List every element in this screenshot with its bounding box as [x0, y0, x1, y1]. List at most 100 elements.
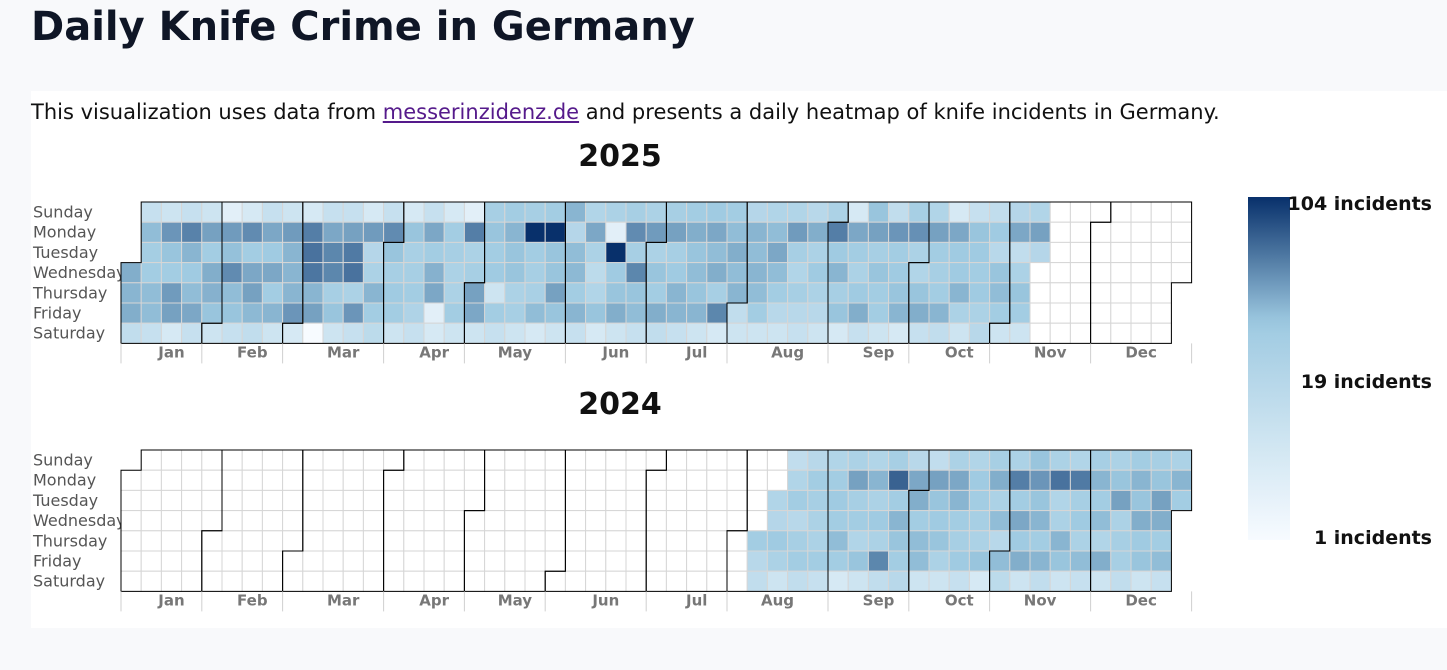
heatmap-cell: [1029, 241, 1051, 264]
heatmap-cell: [686, 449, 708, 471]
heatmap-cell: [665, 282, 688, 304]
heatmap-cell: [322, 221, 344, 243]
heatmap-cell: [302, 510, 324, 532]
heatmap-cell: [1150, 449, 1172, 471]
heatmap-cell: [423, 449, 445, 471]
source-link[interactable]: messerinzidenz.de: [382, 100, 580, 124]
heatmap-cell: [1150, 282, 1172, 304]
heatmap-cell: [1049, 302, 1071, 324]
heatmap-cell: [524, 550, 546, 572]
heatmap-cell: [625, 530, 647, 552]
heatmap-cell: [484, 221, 506, 243]
heatmap-cell: [221, 510, 243, 532]
heatmap-cell: [342, 201, 364, 223]
heatmap-cell: [908, 570, 930, 592]
heatmap-cell: [1029, 550, 1051, 572]
heatmap-cell: [686, 262, 708, 284]
heatmap-cell: [585, 489, 607, 512]
heatmap-cell: [484, 510, 506, 532]
heatmap-cell: [302, 201, 324, 223]
heatmap-cell: [867, 570, 890, 592]
heatmap-cell: [241, 489, 263, 512]
month-border: [726, 449, 829, 592]
heatmap-cell: [847, 550, 869, 572]
heatmap-cell: [1069, 201, 1092, 223]
heatmap-cell: [241, 201, 263, 223]
heatmap-cell: [1090, 302, 1112, 324]
day-label: Tuesday: [32, 243, 98, 262]
heatmap-cell: [726, 221, 748, 243]
heatmap-cell: [1009, 530, 1031, 552]
heatmap-cell: [888, 241, 910, 264]
heatmap-cell: [564, 322, 587, 344]
heatmap-cell: [342, 550, 364, 572]
heatmap-cell: [282, 489, 304, 512]
heatmap-cell: [484, 570, 506, 592]
heatmap-cell: [908, 449, 930, 471]
heatmap-cell: [241, 322, 263, 344]
heatmap-cell: [888, 282, 910, 304]
heatmap-cell: [665, 469, 688, 491]
day-label: Monday: [33, 223, 96, 242]
heatmap-cell: [1130, 241, 1152, 264]
heatmap-cell: [282, 510, 304, 532]
day-label: Friday: [33, 552, 82, 571]
heatmap-cell: [867, 449, 890, 471]
heatmap-cell: [524, 302, 546, 324]
month-label: Dec: [1125, 591, 1157, 609]
heatmap-cell: [989, 469, 1011, 491]
heatmap-cell: [383, 550, 405, 572]
heatmap-cell: [1110, 469, 1132, 491]
heatmap-cell: [302, 302, 324, 324]
heatmap-cell: [221, 469, 243, 491]
month-label: Feb: [237, 343, 268, 361]
heatmap-cell: [544, 530, 566, 552]
heatmap-cell: [908, 221, 930, 243]
heatmap-cell: [867, 489, 890, 512]
heatmap-cell: [908, 550, 930, 572]
heatmap-cell: [463, 241, 486, 264]
heatmap-cell: [342, 241, 364, 264]
heatmap-cell: [645, 262, 667, 284]
heatmap-cell: [847, 302, 869, 324]
heatmap-cell: [140, 262, 162, 284]
heatmap-cell: [645, 469, 667, 491]
heatmap-cell: [1069, 322, 1092, 344]
heatmap-cell: [686, 201, 708, 223]
heatmap-cell: [928, 221, 950, 243]
heatmap-cell: [665, 489, 688, 512]
heatmap-cell: [989, 262, 1011, 284]
heatmap-cell: [928, 449, 950, 471]
heatmap-cell: [625, 302, 647, 324]
heatmap-cell: [645, 530, 667, 552]
heatmap-cell: [1130, 489, 1152, 512]
heatmap-cell: [989, 550, 1011, 572]
heatmap-cell: [1049, 449, 1071, 471]
heatmap-cell: [181, 469, 203, 491]
heatmap-cell: [1170, 449, 1193, 471]
heatmap-cell: [484, 322, 506, 344]
heatmap-cell: [564, 489, 587, 512]
heatmap-cell: [665, 322, 688, 344]
heatmap-cell: [282, 550, 304, 572]
month-label: Jul: [685, 343, 707, 361]
heatmap-cell: [342, 489, 364, 512]
heatmap-cell: [1150, 550, 1172, 572]
heatmap-cell: [1069, 262, 1092, 284]
heatmap-cell: [322, 302, 344, 324]
heatmap-cell: [847, 241, 869, 264]
heatmap-cell: [524, 449, 546, 471]
heatmap-cell: [160, 201, 183, 223]
heatmap-cell: [1049, 469, 1071, 491]
heatmap-cell: [968, 282, 991, 304]
heatmap-cell: [1069, 510, 1092, 532]
heatmap-cell: [867, 530, 890, 552]
month-label: Feb: [237, 591, 268, 609]
heatmap-cell: [928, 510, 950, 532]
heatmap-cell: [645, 241, 667, 264]
heatmap-cell: [766, 510, 789, 532]
heatmap-cell: [807, 570, 829, 592]
heatmap-cell: [221, 322, 243, 344]
heatmap-cell: [160, 469, 183, 491]
heatmap-cell: [1090, 550, 1112, 572]
